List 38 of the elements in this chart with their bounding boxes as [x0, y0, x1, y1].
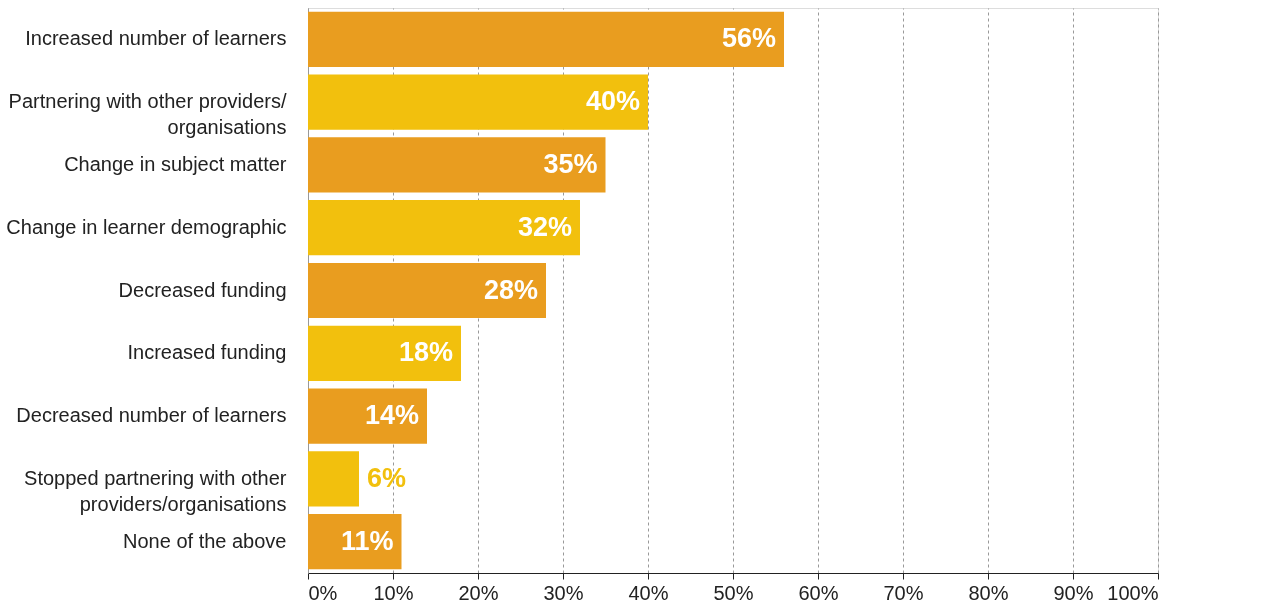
y-tick-label: Change in learner demographic [6, 215, 287, 238]
x-tick-label: 50% [713, 581, 754, 604]
x-tick-label: 90% [1053, 581, 1094, 604]
x-tick-label: 70% [883, 581, 924, 604]
data-label: 11% [340, 525, 394, 556]
bar [308, 200, 580, 256]
bar [308, 137, 606, 193]
bar [308, 11, 784, 68]
bar [308, 74, 648, 130]
y-tick-label: Increased number of learners [25, 27, 287, 50]
y-tick-label: Partnering with other providers/ organisations [8, 90, 287, 139]
y-tick-label: Decreased funding [118, 278, 287, 301]
y-tick-label: Increased funding [127, 341, 287, 364]
y-tick-label: Stopped partnering with other providers/organisations [24, 466, 287, 515]
x-tick-label: 100% [1107, 581, 1159, 604]
x-tick-label: 30% [543, 581, 584, 604]
data-label: 14% [364, 400, 419, 431]
data-label: 6% [367, 462, 407, 493]
bar [308, 325, 461, 381]
x-tick-label: 80% [968, 581, 1009, 604]
x-tick-label: 0% [308, 581, 338, 604]
data-label: 56% [721, 23, 776, 54]
x-tick-label: 10% [373, 581, 414, 604]
bar [308, 451, 359, 507]
x-tick-label: 20% [458, 581, 499, 604]
bar [308, 262, 546, 319]
data-label: 18% [398, 337, 453, 368]
x-tick-label: 40% [628, 581, 669, 604]
y-tick-label: Decreased number of learners [16, 404, 287, 427]
bar [308, 513, 402, 570]
bar [308, 388, 427, 444]
y-tick-label: Change in subject matter [64, 152, 287, 175]
data-label: 35% [543, 148, 598, 179]
x-tick-label: 60% [798, 581, 839, 604]
data-label: 28% [483, 274, 538, 305]
data-label: 32% [517, 211, 572, 242]
y-tick-label: None of the above [123, 529, 287, 552]
data-label: 40% [585, 86, 640, 117]
